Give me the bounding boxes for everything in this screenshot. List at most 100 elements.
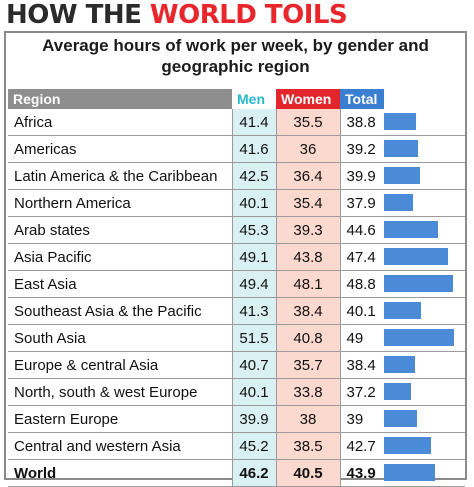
men-value: 41.6 <box>232 135 277 163</box>
total-bar-cell <box>384 270 465 298</box>
men-value: 49.1 <box>232 243 277 271</box>
total-bar <box>384 464 436 481</box>
total-value: 49 <box>340 324 384 352</box>
men-value: 40.7 <box>232 351 277 379</box>
subtitle-line2: geographic region <box>161 57 310 76</box>
total-bar-cell <box>384 135 465 163</box>
region-cell: Europe & central Asia <box>8 351 233 379</box>
total-value: 38.8 <box>340 109 384 136</box>
subtitle-line1: Average hours of work per week, by gende… <box>42 36 429 55</box>
region-cell: Americas <box>8 135 233 163</box>
women-value: 38 <box>276 405 341 433</box>
total-bar-cell <box>384 351 465 379</box>
headline-part2: WORLD TOILS <box>149 0 348 30</box>
total-bar <box>384 113 417 130</box>
men-value: 42.5 <box>232 162 277 190</box>
total-bar-cell <box>384 189 465 217</box>
hours-table: Region Men Women Total Africa 41.4 35.5 38.… <box>8 89 465 487</box>
men-value: 45.3 <box>232 216 277 244</box>
region-cell: Eastern Europe <box>8 405 233 433</box>
total-bar-cell <box>384 109 465 136</box>
total-value: 38.4 <box>340 351 384 379</box>
men-value: 46.2 <box>232 459 277 487</box>
table-row: Americas 41.6 36 39.2 <box>8 135 465 163</box>
subtitle: Average hours of work per week, by gende… <box>6 35 465 77</box>
total-bar <box>384 356 415 373</box>
women-value: 33.8 <box>276 378 341 406</box>
region-cell: South Asia <box>8 324 233 352</box>
total-bar <box>384 302 422 319</box>
total-bar-cell <box>384 216 465 244</box>
table-row: South Asia 51.5 40.8 49 <box>8 324 465 352</box>
women-value: 35.5 <box>276 109 341 136</box>
total-bar-cell <box>384 432 465 460</box>
men-value: 40.1 <box>232 189 277 217</box>
total-bar <box>384 410 418 427</box>
women-value: 43.8 <box>276 243 341 271</box>
men-value: 51.5 <box>232 324 277 352</box>
women-value: 36 <box>276 135 341 163</box>
table-row: Eastern Europe 39.9 38 39 <box>8 405 465 433</box>
total-bar <box>384 221 438 238</box>
table-frame: Average hours of work per week, by gende… <box>4 31 467 487</box>
total-value: 39.9 <box>340 162 384 190</box>
total-value: 37.9 <box>340 189 384 217</box>
headline-part1: HOW THE <box>6 0 150 30</box>
region-cell: Africa <box>8 109 233 136</box>
total-bar <box>384 194 414 211</box>
total-value: 43.9 <box>340 459 384 487</box>
table-row: Central and western Asia 45.2 38.5 42.7 <box>8 432 465 460</box>
total-bar-cell <box>384 405 465 433</box>
women-value: 40.8 <box>276 324 341 352</box>
region-cell: Arab states <box>8 216 233 244</box>
women-value: 48.1 <box>276 270 341 298</box>
men-value: 41.3 <box>232 297 277 325</box>
total-value: 39.2 <box>340 135 384 163</box>
men-value: 41.4 <box>232 109 277 136</box>
total-value: 47.4 <box>340 243 384 271</box>
headline: HOW THE WORLD TOILS <box>6 0 348 30</box>
total-bar-cell <box>384 162 465 190</box>
table-row: East Asia 49.4 48.1 48.8 <box>8 270 465 298</box>
men-value: 45.2 <box>232 432 277 460</box>
women-value: 35.7 <box>276 351 341 379</box>
table-row: Asia Pacific 49.1 43.8 47.4 <box>8 243 465 271</box>
total-bar-cell <box>384 324 465 352</box>
total-bar-cell <box>384 297 465 325</box>
total-value: 40.1 <box>340 297 384 325</box>
total-bar-cell <box>384 243 465 271</box>
region-cell: Asia Pacific <box>8 243 233 271</box>
total-bar <box>384 329 454 346</box>
region-cell: Northern America <box>8 189 233 217</box>
total-value: 39 <box>340 405 384 433</box>
total-bar-cell <box>384 378 465 406</box>
total-bar <box>384 140 418 157</box>
women-value: 36.4 <box>276 162 341 190</box>
total-bar-cell <box>384 459 465 487</box>
region-cell: World <box>8 459 233 487</box>
total-value: 37.2 <box>340 378 384 406</box>
total-bar <box>384 437 431 454</box>
header-region: Region <box>8 89 232 109</box>
header-women: Women <box>276 89 340 109</box>
region-cell: East Asia <box>8 270 233 298</box>
women-value: 38.5 <box>276 432 341 460</box>
total-value: 42.7 <box>340 432 384 460</box>
total-bar <box>384 248 449 265</box>
region-cell: Latin America & the Caribbean <box>8 162 233 190</box>
table-row: Southeast Asia & the Pacific 41.3 38.4 40.1 <box>8 297 465 325</box>
header-men: Men <box>232 89 276 109</box>
region-cell: Central and western Asia <box>8 432 233 460</box>
table-row: Africa 41.4 35.5 38.8 <box>8 109 465 136</box>
men-value: 49.4 <box>232 270 277 298</box>
table-row: North, south & west Europe 40.1 33.8 37.2 <box>8 378 465 406</box>
total-bar <box>384 167 421 184</box>
table-row: World 46.2 40.5 43.9 <box>8 459 465 487</box>
region-cell: North, south & west Europe <box>8 378 233 406</box>
women-value: 35.4 <box>276 189 341 217</box>
total-value: 44.6 <box>340 216 384 244</box>
header-bar-spacer <box>384 89 465 109</box>
total-value: 48.8 <box>340 270 384 298</box>
men-value: 39.9 <box>232 405 277 433</box>
header-total: Total <box>340 89 384 109</box>
